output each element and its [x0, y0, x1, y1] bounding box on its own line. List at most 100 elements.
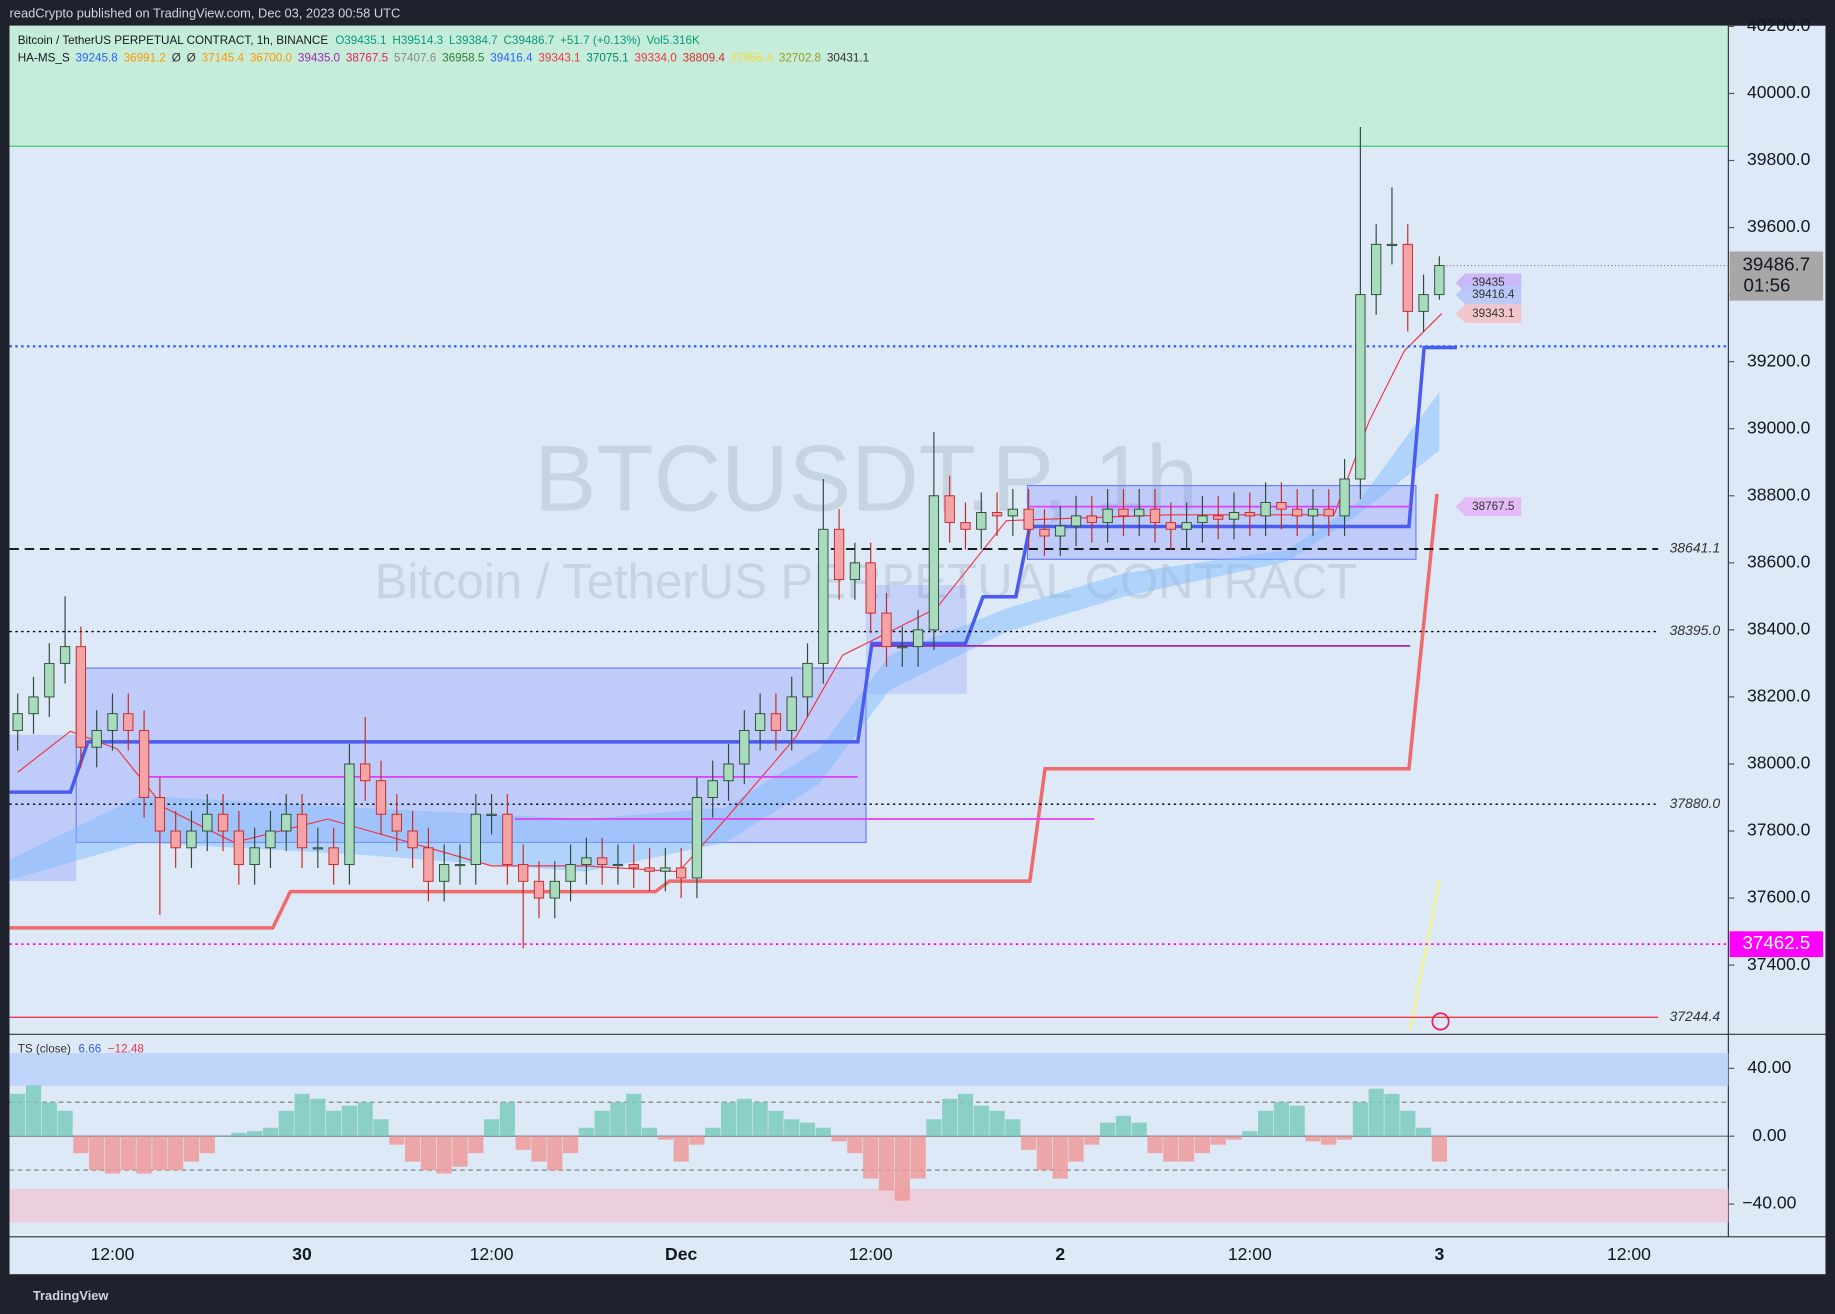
osc-bar [1289, 1105, 1305, 1137]
osc-bar [910, 1136, 926, 1179]
osc-legend: TS (close) 6.66 −12.48 [18, 1043, 144, 1056]
candle-body [533, 880, 545, 899]
osc-bar [1068, 1136, 1084, 1162]
candle-body [391, 813, 402, 832]
green-zone [9, 25, 1729, 147]
candle-body [1228, 512, 1240, 520]
y-tick-label: 38600.0 [1747, 551, 1811, 571]
osc-bar [231, 1132, 247, 1137]
candle-body [786, 696, 797, 731]
osc-bar [989, 1110, 1005, 1137]
osc-bar [768, 1110, 784, 1137]
osc-bar [752, 1102, 768, 1137]
candle-body [1023, 508, 1034, 530]
candle-body [754, 713, 766, 731]
osc-bar [25, 1085, 42, 1137]
candle-body [1371, 243, 1382, 296]
footer-logo: TradingView [33, 1288, 110, 1303]
indicator-value: Ø [187, 52, 196, 65]
y-tick-label: 38200.0 [1747, 686, 1811, 706]
osc-bar [294, 1093, 310, 1137]
osc-bar [373, 1119, 389, 1137]
candle-body [12, 713, 23, 731]
osc-bar [973, 1105, 989, 1137]
y-tick-label: 40000.0 [1747, 82, 1811, 102]
x-tick-label: Dec [665, 1244, 697, 1264]
osc-bar [499, 1102, 515, 1137]
y-tick-label: 39000.0 [1747, 417, 1811, 437]
side-label: 39416.4 [1472, 288, 1515, 301]
osc-bar [310, 1098, 326, 1137]
candle-body [1276, 502, 1287, 510]
osc-bar [104, 1136, 121, 1174]
x-tick-label: 12:00 [470, 1244, 514, 1264]
osc-bar [357, 1102, 373, 1137]
osc-bar [341, 1105, 358, 1137]
candle-body [1292, 508, 1303, 517]
y-tick-label: 38400.0 [1747, 619, 1811, 639]
blue-stair [9, 345, 1457, 794]
candle-body [1244, 512, 1255, 517]
candle-body [1213, 515, 1224, 520]
osc-bar [673, 1136, 689, 1162]
osc-bar [1163, 1136, 1179, 1162]
candle-body [454, 864, 466, 867]
y-tick-label: 39800.0 [1747, 149, 1811, 169]
candle-body [770, 713, 782, 731]
y-tick-label: 40200.0 [1747, 15, 1811, 35]
osc-bar [1147, 1136, 1163, 1154]
indicator-value: 37075.1 [586, 52, 628, 65]
osc-value: 6.66 [79, 1043, 102, 1056]
y-tick-label: 38800.0 [1747, 484, 1811, 504]
candle-body [91, 729, 102, 748]
osc-bar [278, 1110, 294, 1137]
candle-body [912, 629, 924, 648]
candle-body [249, 847, 260, 866]
candle-body [407, 830, 418, 849]
osc-bar [483, 1119, 500, 1137]
candle-body [470, 813, 481, 866]
osc-bar [578, 1127, 594, 1137]
osc-bar [136, 1136, 152, 1174]
candle-body [1007, 508, 1019, 517]
candle-body [59, 646, 71, 664]
candle-body [423, 847, 434, 882]
candle-body [881, 612, 892, 648]
candle-body [928, 495, 940, 631]
indicator-value: 39343.1 [538, 52, 580, 65]
osc-bar [1036, 1136, 1053, 1171]
osc-bar [610, 1102, 626, 1137]
indicator-value: 38767.5 [346, 52, 389, 65]
osc-bar [389, 1136, 405, 1145]
indicator-value: 38809.4 [683, 52, 726, 65]
osc-bar [705, 1127, 721, 1137]
indicator-value: 32702.8 [779, 52, 821, 65]
osc-bar [89, 1136, 105, 1171]
osc-bar [626, 1093, 642, 1137]
candle-body [1149, 508, 1161, 524]
osc-bar [1352, 1102, 1368, 1137]
osc-bar [215, 1136, 231, 1137]
osc-bar [799, 1122, 816, 1137]
yellow-line [1408, 879, 1441, 1030]
y-tick-label: 39200.0 [1747, 350, 1811, 370]
candle-body [44, 662, 55, 698]
candle-body [865, 562, 876, 614]
candle-body [897, 646, 908, 649]
osc-bar [657, 1136, 673, 1140]
osc-bar [1400, 1110, 1416, 1137]
osc-bar [1321, 1136, 1337, 1145]
candle-body [233, 830, 245, 866]
candle-body [1402, 243, 1413, 312]
indicator-name: HA-MS_S [18, 52, 70, 65]
candle-body [1434, 265, 1445, 296]
header-value: L39384.7 [449, 34, 498, 47]
candle-body [802, 662, 813, 698]
alert-icon[interactable] [1431, 1012, 1450, 1031]
osc-bar [1368, 1088, 1384, 1137]
osc-bar [815, 1127, 831, 1137]
osc-bar [926, 1119, 942, 1137]
osc-bar [942, 1098, 958, 1137]
candle-body [1386, 243, 1398, 246]
